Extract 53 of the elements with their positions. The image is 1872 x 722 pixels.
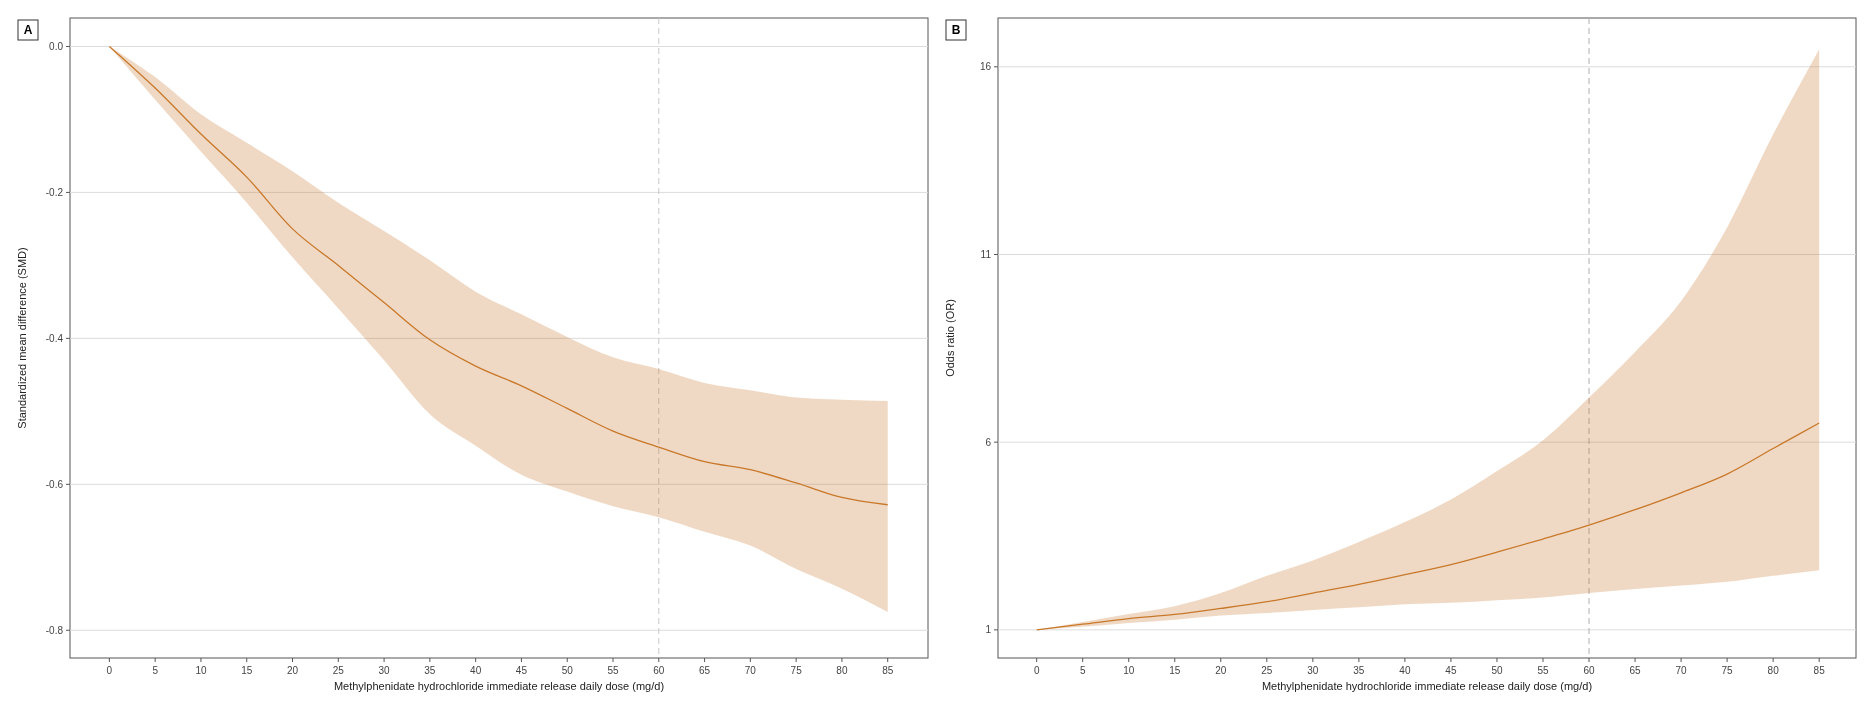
x-tick-label: 55 [607, 665, 619, 676]
text: A [23, 23, 33, 37]
x-tick-label: 10 [1123, 665, 1135, 676]
x-tick-label: 40 [470, 665, 482, 676]
x-tick-label: 35 [424, 665, 436, 676]
x-tick-label: 15 [1169, 665, 1181, 676]
y-tick-label: -0.6 [45, 478, 64, 490]
x-tick-label: 80 [1767, 665, 1780, 676]
y-tick-label: -0.4 [45, 332, 64, 344]
x-tick-label: 0 [1033, 665, 1040, 676]
x-tick-label: 30 [378, 665, 391, 676]
y-tick-label: 11 [980, 248, 992, 260]
x-tick-label: 85 [882, 665, 894, 676]
x-tick-label: 40 [1399, 665, 1411, 676]
x-tick-label: 30 [1307, 665, 1319, 676]
x-tick-label: 0 [106, 665, 113, 676]
x-tick-label: 45 [1445, 665, 1457, 676]
x-tick-label: 60 [1583, 665, 1596, 676]
x-tick-label: 50 [561, 665, 574, 676]
x-tick-label: 75 [1721, 665, 1734, 676]
y-tick-label: 6 [985, 436, 992, 448]
line-series [108, 45, 889, 506]
x-tick-label: 60 [653, 665, 665, 676]
x-tick-label: 20 [1215, 665, 1227, 676]
x-tick-label: 70 [1675, 665, 1688, 676]
x-tick-label: 15 [241, 665, 253, 676]
y-tick-label: -0.8 [45, 624, 64, 636]
y-tick-label: 1 [985, 624, 992, 636]
x-tick-label: 10 [195, 665, 207, 676]
x-tick-label: 20 [286, 665, 299, 676]
x-tick-label: 75 [790, 665, 803, 676]
x-tick-label: 45 [515, 665, 528, 676]
x-tick-label: 5 [152, 665, 159, 676]
x-tick-label: 35 [1353, 665, 1365, 676]
x-tick-label: 80 [836, 665, 848, 676]
x-tick-label: 65 [1629, 665, 1642, 676]
x-axis-title: Methylphenidate hydrochloride immediate release daily dose (mg/d) [1261, 680, 1593, 692]
y-axis-title: Standardized mean difference (SMD) [16, 247, 28, 429]
x-tick-label: 25 [1261, 665, 1273, 676]
x-tick-label: 55 [1537, 665, 1549, 676]
y-tick-label: 0.0 [49, 40, 64, 52]
x-tick-label: 25 [332, 665, 345, 676]
x-tick-label: 70 [744, 665, 757, 676]
x-tick-label: 85 [1813, 665, 1826, 676]
y-axis-title: Odds ratio (OR) [944, 299, 956, 377]
line-series [1036, 422, 1820, 631]
y-tick-label: 16 [979, 61, 992, 73]
x-tick-label: 5 [1079, 665, 1086, 676]
x-tick-label: 50 [1491, 665, 1503, 676]
y-tick-label: -0.2 [45, 186, 64, 198]
chart-title: B [951, 23, 961, 37]
x-tick-label: 65 [699, 665, 711, 676]
x-axis-title: Methylphenidate hydrochloride immediate release daily dose (mg/d) [333, 680, 665, 692]
